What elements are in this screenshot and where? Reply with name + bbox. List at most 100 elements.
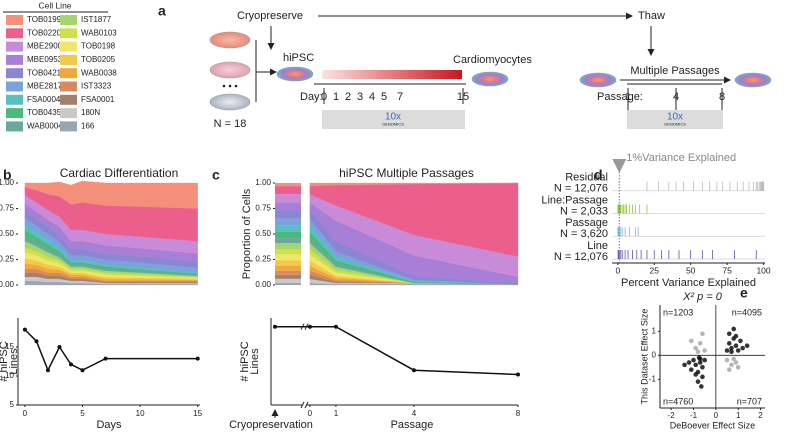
legend-label: WAB0103 [81,28,117,37]
dish [209,31,251,49]
logo: 10x [667,112,683,123]
data-point [700,374,705,380]
data-point [726,331,732,337]
panel-letter: c [212,167,220,183]
legend-label: FSA0004 [27,95,61,104]
x-tick-label: 5 [80,409,85,418]
area-band-pre-break [275,238,301,244]
dish [209,93,251,111]
y-tick-label: 10 [5,371,14,380]
sequencing-box [627,110,723,129]
legend-label: FSA0001 [81,95,115,104]
legend-label: IST1877 [81,15,112,24]
data-point [695,379,701,384]
x-tick-label: 50 [686,265,696,275]
multiple-passages-label: Multiple Passages [630,65,720,77]
x-tick-label: 10 [136,409,145,418]
n-label: N = 2,033 [560,205,608,217]
area-band-pre-break [275,274,301,279]
dish [579,72,617,88]
chart-title: Cardiac Differentiation [60,166,179,180]
data-point [693,362,699,368]
day-tick: 5 [381,91,387,103]
x-axis-label: DeBoever Effect Size [670,420,755,430]
data-point [273,324,277,329]
dots [222,84,226,88]
legend-label: TOB0421 [27,68,62,77]
x-tick-label: 1 [736,411,741,420]
data-point [697,360,703,365]
day-tick: 2 [345,91,351,103]
dish [276,66,314,82]
data-point [411,368,416,373]
data-point [733,333,739,339]
legend-label: MBE2900 [27,42,63,51]
legend-label: 166 [81,122,95,131]
data-point [68,362,73,367]
bracket [627,88,723,110]
area-band-pre-break [275,231,301,239]
dish [209,61,251,79]
cardiomyocytes-label: Cardiomyocytes [453,54,532,66]
data-point [735,364,741,370]
area-band-pre-break [275,183,301,187]
y-tick-label: 0.25 [0,255,15,264]
x-tick-label: 25 [650,265,660,275]
axis-break [300,401,309,409]
data-point [731,356,737,362]
data-point [34,339,39,344]
legend-swatch [60,81,77,92]
day-tick: 1 [333,91,339,103]
y-axis-label: Lines [8,348,20,375]
data-point [22,327,27,332]
legend-swatch [60,94,77,105]
data-point [57,345,62,349]
legend-label: TOB0205 [81,55,116,64]
data-point [696,355,702,360]
data-point [333,324,338,329]
x-tick-label: 1 [334,409,339,418]
area-band-pre-break [275,243,301,250]
area-band [24,180,198,209]
x-tick-label: -2 [668,411,676,420]
sequencing-box [322,110,465,129]
y-tick-label: 0.50 [255,229,271,238]
data-point [686,360,692,365]
dish [734,72,772,88]
x-tick-label: 4 [412,409,417,418]
logo-sub: GENOMICS [664,122,686,127]
legend-swatch [6,28,23,39]
quadrant-label: n=1203 [663,307,693,317]
y-tick-label: 0.75 [0,204,15,213]
bracket [323,88,464,104]
x-tick-label: 100 [756,265,770,275]
x-tick-label: 0 [308,409,313,418]
data-point [724,348,730,353]
y-tick-label: 1.00 [255,178,271,187]
x-tick-label: 8 [516,409,521,418]
panel-letter: a [158,3,166,19]
logo-sub: GENOMICS [382,122,404,127]
area-band-pre-break [275,218,301,226]
area-band-pre-break [275,254,301,261]
data-point [729,345,734,351]
data-point [724,357,730,363]
data-point [688,338,694,344]
data-point [700,331,705,337]
legend-swatch [60,121,77,132]
y-tick-label: 1 [652,326,657,335]
x-axis-label: Percent Variance Explained [621,277,756,289]
data-point [307,324,312,329]
n-label: N = 12,076 [554,183,608,195]
area-band-pre-break [275,202,301,211]
n-label: N = 18 [214,118,247,130]
dots [228,84,232,88]
y-tick-label: 0 [652,350,657,359]
legend-label: MBE2817 [27,82,63,91]
category-label: Line [587,240,608,252]
data-point [195,356,200,361]
legend-swatch [60,41,77,52]
data-point [735,348,741,353]
x-tick-label: 75 [722,265,732,275]
